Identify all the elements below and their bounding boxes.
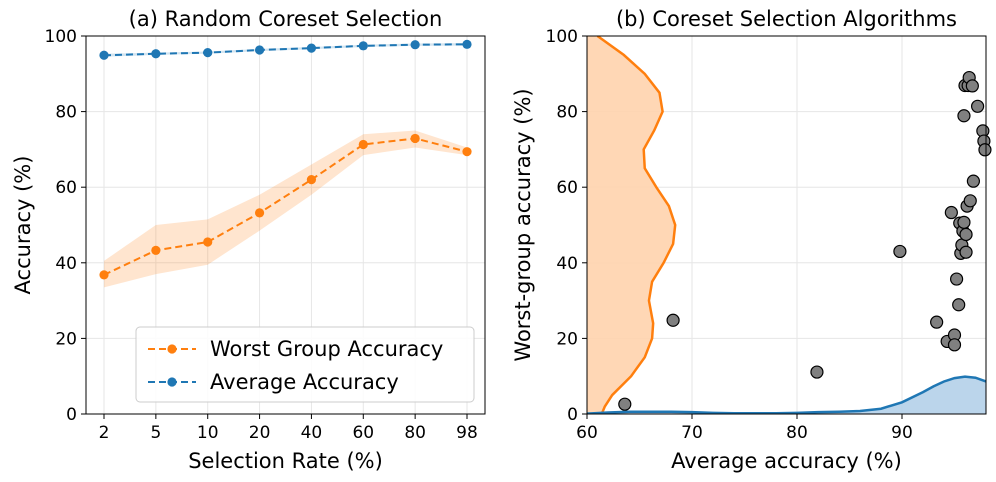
y-tick-label: 80 [556,103,578,123]
x-tick-label: 60 [352,423,374,443]
data-point [99,50,109,60]
scatter-point [959,245,973,259]
confidence-band [104,130,467,288]
panel-a-x-axis-label: Selection Rate (%) [188,449,383,473]
y-tick-label: 100 [45,27,77,47]
panel-a-x-ticks: 2 5 10 20 40 60 80 98 [99,414,478,443]
x-tick-label: 40 [301,423,323,443]
scatter-point [963,194,977,208]
y-tick-label: 20 [55,329,77,349]
panel-a-title: (a) Random Coreset Selection [129,7,443,31]
panel-b-x-ticks: 60 70 80 90 [576,414,913,443]
scatter-point [949,272,964,286]
scatter-point [952,298,966,312]
data-point [99,270,109,280]
panel-a-y-ticks: 0 20 40 60 80 100 [45,27,86,425]
y-tick-label: 0 [567,405,578,425]
worst-group-kde-fill [587,36,676,414]
panel-a-points [99,39,472,280]
y-tick-label: 40 [556,254,578,274]
y-tick-label: 20 [556,329,578,349]
y-tick-label: 100 [546,27,578,47]
scatter-point [893,244,907,259]
scatter-point [930,315,944,329]
panel-a-frame [85,35,486,415]
x-tick-label: 70 [681,423,703,443]
data-point [151,245,161,255]
data-point [203,237,213,247]
data-point [151,49,161,59]
legend: Worst Group Accuracy Average Accuracy [135,326,475,403]
panel-coreset-algorithms: 60 70 80 90 0 20 40 60 80 100 (b) Coreset Select… [511,7,992,473]
data-point [358,139,368,150]
data-point [306,175,317,185]
data-point [410,40,420,50]
panel-b-frame [586,35,987,415]
panel-b-points [618,70,992,411]
scatter-point [810,365,824,379]
average-kde-fill [587,376,986,414]
data-point [254,45,265,55]
legend-marker [167,344,177,354]
scatter-point [970,99,985,113]
average-kde-line [587,375,986,414]
x-tick-label: 20 [249,423,271,443]
scatter-point [944,205,958,220]
x-tick-label: 5 [150,423,161,443]
panel-b-x-axis-label: Average accuracy (%) [671,449,902,473]
legend-marker [167,377,177,387]
data-point [410,133,420,144]
y-tick-label: 40 [55,254,77,274]
legend-label: Worst Group Accuracy [210,337,443,361]
scatter-point [947,338,962,352]
panel-random-coreset: 2 5 10 20 40 60 80 98 0 20 40 60 80 100 (a) Random C… [11,7,486,473]
x-tick-label: 98 [456,423,478,443]
y-tick-label: 60 [556,178,578,198]
data-point [254,208,265,218]
data-point [462,39,472,49]
legend-box [135,326,475,403]
scatter-point [957,215,971,229]
x-tick-label: 80 [404,423,426,443]
x-tick-label: 80 [786,423,808,443]
y-tick-label: 0 [66,405,77,425]
x-tick-label: 10 [197,423,219,443]
y-tick-label: 60 [55,178,77,198]
x-tick-label: 2 [99,423,110,443]
legend-label: Average Accuracy [210,370,399,394]
panel-b-y-ticks: 0 20 40 60 80 100 [546,27,587,425]
x-tick-label: 60 [576,423,598,443]
scatter-point [965,79,979,93]
panel-b-y-axis-label: Worst-group accuracy (%) [511,88,535,361]
scatter-point [978,143,992,157]
y-tick-label: 80 [55,103,77,123]
data-point [306,43,317,53]
scatter-point [618,397,632,411]
panel-a-y-axis-label: Accuracy (%) [11,156,35,295]
data-point [203,48,213,58]
panel-a-lines [103,43,468,276]
scatter-point [666,313,680,327]
data-point [462,147,472,157]
data-point [358,41,368,51]
x-tick-label: 90 [891,423,913,443]
panel-b-kde [587,36,986,414]
worst-group-kde-line [596,36,677,414]
scatter-point [957,109,971,123]
series-line [103,137,468,276]
panel-b-title: (b) Coreset Selection Algorithms [616,7,957,31]
series-line [103,43,468,57]
scatter-point [966,174,981,188]
scatter-point [959,227,973,242]
